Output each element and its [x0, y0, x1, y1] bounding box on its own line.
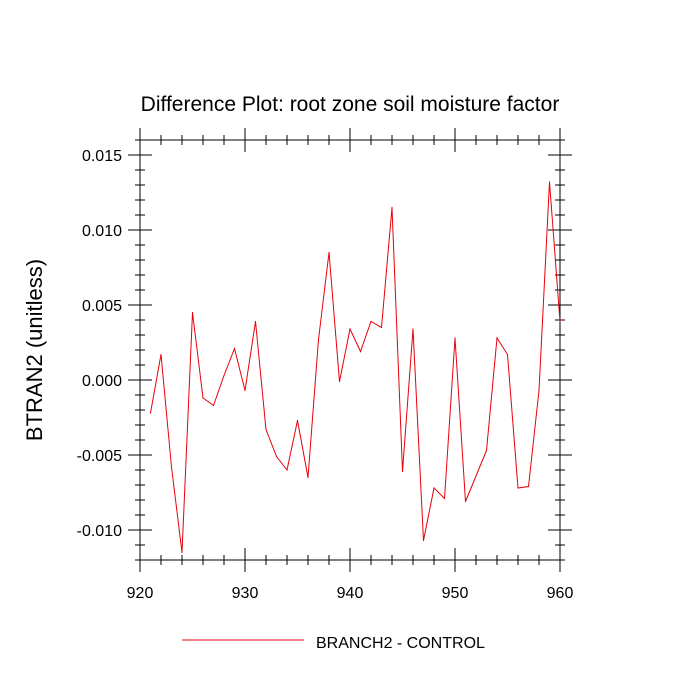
y-tick-label: 0.015 [82, 148, 122, 165]
data-point [370, 320, 372, 323]
data-point [307, 476, 309, 479]
data-point [170, 466, 173, 468]
x-tick-label: 940 [337, 585, 364, 602]
data-point [496, 337, 498, 339]
legend-label: BRANCH2 - CONTROL [316, 635, 485, 652]
data-point [286, 469, 288, 471]
y-axis-label: BTRAN2 (unitless) [22, 259, 47, 441]
data-point [317, 338, 320, 341]
data-point [475, 475, 477, 477]
data-point [265, 428, 267, 431]
y-axis-tick-labels: -0.010 -0.005 0.000 0.005 0.010 0.015 [77, 148, 122, 540]
data-point [485, 449, 488, 452]
data-point [181, 551, 183, 554]
data-point [527, 485, 530, 488]
data-point [149, 412, 152, 414]
y-tick-label: 0.005 [82, 298, 122, 315]
data-point [338, 380, 341, 383]
x-tick-label: 920 [127, 585, 154, 602]
data-point [517, 487, 519, 489]
plot-frame [139, 139, 561, 561]
data-point [328, 251, 330, 254]
y-tick-label: 0.000 [82, 373, 122, 390]
data-point [464, 500, 467, 503]
data-point [538, 389, 540, 392]
data-point [380, 326, 383, 329]
data-point [233, 347, 236, 350]
data-point [191, 311, 194, 314]
x-tick-label: 930 [232, 585, 259, 602]
data-point [202, 397, 204, 399]
data-point [433, 487, 435, 489]
data-point [254, 320, 257, 323]
data-point [296, 419, 299, 422]
data-point [349, 328, 351, 330]
x-axis-tick-labels: 920 930 940 950 960 [127, 585, 574, 602]
legend: BRANCH2 - CONTROL [182, 635, 485, 652]
data-point [443, 497, 446, 500]
y-tick-label: -0.005 [77, 448, 122, 465]
data-point [412, 328, 414, 330]
x-tick-label: 950 [442, 585, 469, 602]
data-point [244, 389, 246, 392]
data-point [454, 337, 456, 339]
data-point [559, 320, 561, 323]
data-point [401, 470, 404, 473]
y-tick-label: -0.010 [77, 523, 122, 540]
data-point [548, 181, 551, 183]
chart-title: Difference Plot: root zone soil moisture… [141, 93, 560, 116]
data-point [391, 206, 393, 209]
data-point [275, 455, 278, 458]
y-tick-label: 0.010 [82, 223, 122, 240]
data-point [359, 350, 362, 353]
data-point [506, 353, 509, 356]
x-tick-label: 960 [547, 585, 574, 602]
y-axis-ticks [128, 139, 572, 561]
data-point [212, 404, 215, 407]
data-point [223, 374, 225, 377]
data-point [160, 353, 162, 356]
data-point [422, 539, 425, 542]
series-line [150, 181, 561, 553]
series-group [149, 181, 561, 554]
x-axis-ticks [139, 128, 561, 572]
